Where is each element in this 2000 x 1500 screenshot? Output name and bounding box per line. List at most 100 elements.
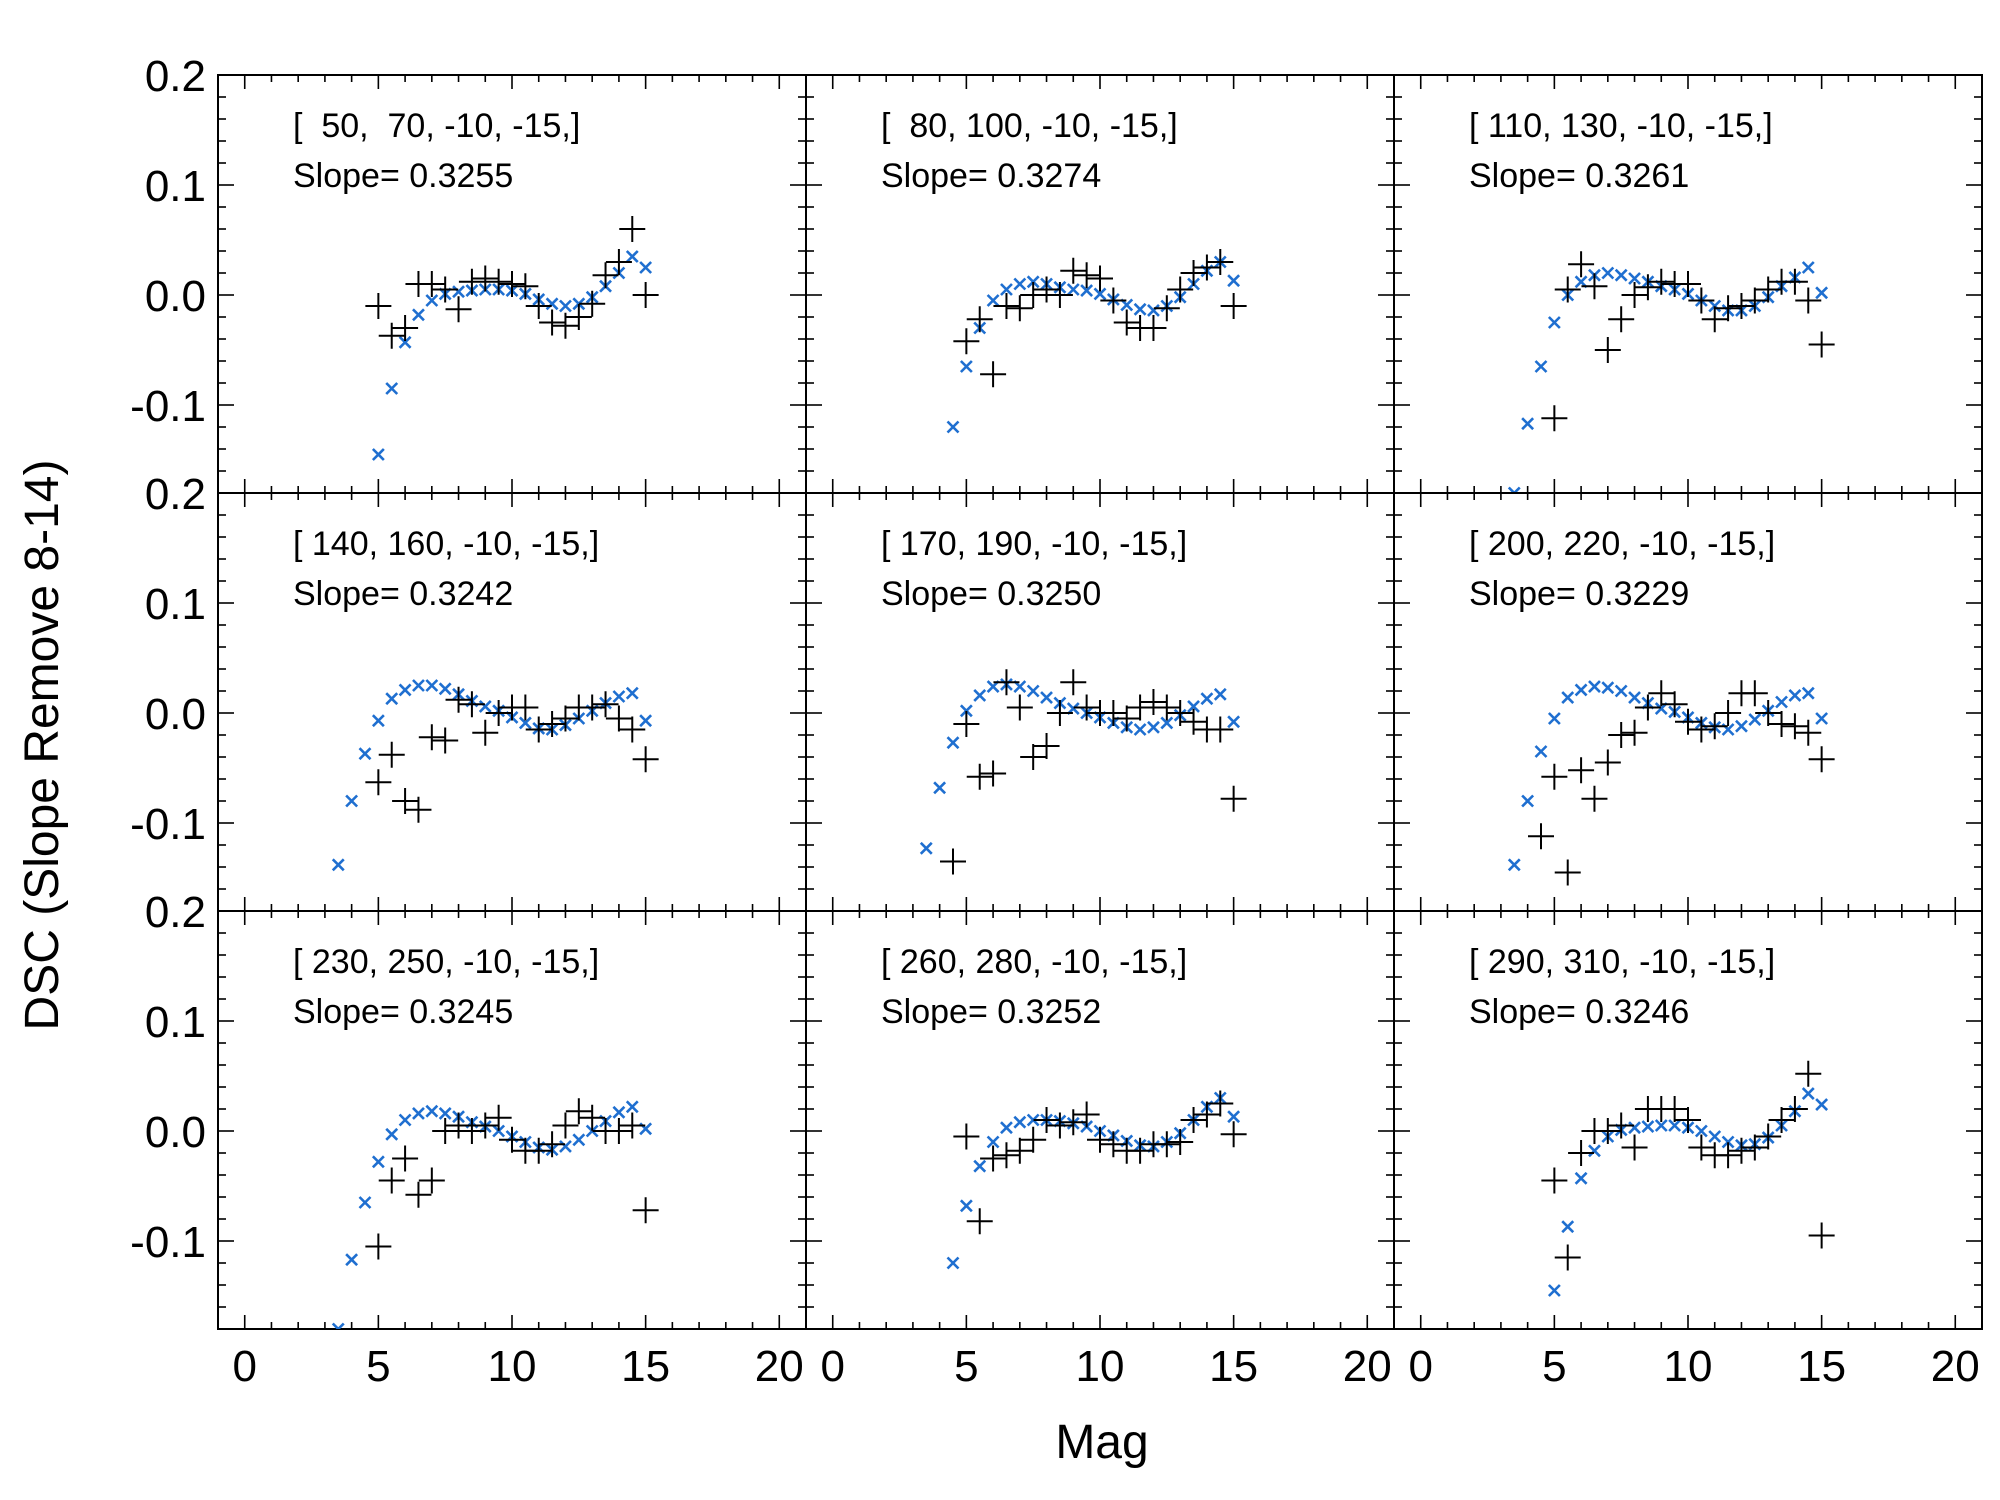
panel-slope: Slope= 0.3261 — [1469, 157, 1689, 195]
observed-point — [552, 705, 579, 732]
x-tick-label: 5 — [954, 1342, 978, 1391]
observed-point — [993, 669, 1020, 696]
model-point — [1694, 1124, 1708, 1138]
y-tick-label: 0.0 — [145, 272, 206, 321]
observed-point — [1033, 1107, 1060, 1133]
observed-point — [565, 1098, 592, 1125]
model-point — [585, 1124, 599, 1138]
observed-point — [1795, 719, 1822, 746]
observed-point — [1193, 254, 1220, 281]
model-point — [358, 1196, 372, 1209]
model-point — [1788, 688, 1802, 702]
model-point — [1614, 684, 1628, 698]
model-point — [1066, 283, 1080, 296]
observed-point — [953, 711, 980, 737]
model-point — [1147, 303, 1160, 317]
observed-point — [1167, 276, 1194, 303]
panel-slope: Slope= 0.3250 — [881, 575, 1101, 613]
observed-point — [1768, 1107, 1795, 1133]
y-axis-label: DSC (Slope Remove 8-14) — [16, 460, 69, 1031]
model-point — [345, 1253, 359, 1267]
model-point — [1547, 316, 1561, 329]
x-tick-label: 10 — [1076, 1342, 1125, 1391]
panels-layer: 0.2 0.1 0.0 -0.1 [ 50, 70, -10, -15,] Slope= … — [130, 52, 1983, 1391]
observed-point — [1608, 1112, 1635, 1139]
observed-point — [592, 262, 619, 289]
observed-point — [1581, 273, 1608, 300]
x-tick-label: 20 — [755, 1342, 804, 1391]
observed-point — [1033, 276, 1060, 303]
observed-point — [1100, 700, 1127, 726]
observed-point — [1675, 271, 1701, 297]
observed-point — [579, 290, 606, 317]
observed-point — [993, 1142, 1020, 1169]
panel-markers — [946, 1090, 1247, 1270]
observed-point — [1153, 694, 1180, 721]
model-point — [1801, 261, 1815, 274]
model-point — [1801, 1087, 1815, 1101]
observed-point — [458, 691, 485, 718]
observed-point — [1808, 746, 1835, 773]
panel-markers — [1507, 680, 1835, 886]
model-point — [518, 716, 532, 730]
panel-slope: Slope= 0.3274 — [881, 157, 1101, 195]
observed-point — [472, 719, 499, 746]
observed-point — [1528, 823, 1554, 850]
observed-point — [1180, 708, 1207, 735]
model-point — [946, 420, 960, 434]
observed-point — [1715, 700, 1742, 726]
x-tick-label: 10 — [488, 1342, 537, 1391]
x-tick-label: 15 — [621, 1342, 670, 1391]
observed-point — [1781, 1096, 1808, 1122]
observed-point — [1073, 1101, 1100, 1128]
observed-point — [980, 760, 1007, 787]
model-point — [1147, 720, 1160, 734]
observed-point — [499, 1126, 525, 1153]
y-tick-label: 0.0 — [145, 690, 206, 739]
panel-markers — [365, 216, 659, 461]
model-point — [1521, 794, 1535, 808]
observed-point — [1046, 282, 1073, 308]
panel-markers — [1541, 1060, 1835, 1297]
observed-point — [605, 1118, 632, 1144]
observed-point — [485, 1104, 512, 1131]
observed-point — [1180, 1107, 1207, 1133]
observed-point — [1060, 257, 1087, 284]
model-point — [572, 1133, 586, 1147]
observed-point — [1554, 859, 1581, 886]
x-tick-label: 20 — [1931, 1342, 1980, 1391]
model-point — [385, 692, 399, 706]
model-point — [398, 335, 412, 349]
observed-point — [418, 724, 445, 751]
y-tick-label: 0.0 — [145, 1108, 206, 1157]
model-point — [959, 1199, 973, 1213]
x-tick-label: 0 — [820, 1342, 844, 1391]
model-point — [1801, 686, 1815, 700]
observed-point — [378, 1167, 405, 1194]
observed-point — [619, 1112, 646, 1139]
observed-point — [605, 705, 632, 732]
observed-point — [1755, 700, 1782, 726]
observed-point — [1140, 689, 1167, 715]
observed-point — [1220, 1121, 1247, 1148]
model-point — [412, 679, 425, 692]
observed-point — [1020, 1126, 1047, 1153]
observed-point — [365, 1233, 392, 1260]
observed-point — [418, 1167, 445, 1194]
panel-markers — [919, 669, 1247, 875]
model-point — [425, 1104, 439, 1118]
panel-5: [ 170, 190, -10, -15,] Slope= 0.3250 — [805, 492, 1395, 912]
model-point — [1748, 713, 1762, 727]
observed-point — [980, 1145, 1007, 1172]
observed-point — [472, 265, 499, 292]
observed-point — [378, 741, 405, 768]
model-point — [1574, 1171, 1588, 1185]
y-tick-label: 0.2 — [145, 470, 206, 519]
observed-point — [1594, 749, 1621, 776]
model-point — [1547, 712, 1561, 725]
observed-point — [1741, 1134, 1768, 1161]
model-point — [625, 686, 639, 700]
panel-label: [ 290, 310, -10, -15,] — [1469, 943, 1775, 981]
observed-point — [1701, 713, 1728, 740]
panel-markers — [1507, 251, 1835, 493]
